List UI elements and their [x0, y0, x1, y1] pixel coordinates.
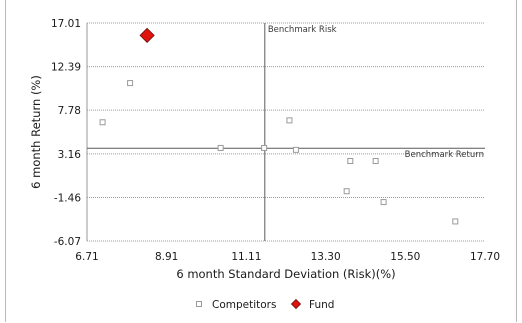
- x-tick-label: 17.70: [470, 251, 500, 263]
- x-axis-title: 6 month Standard Deviation (Risk)(%): [176, 267, 395, 281]
- x-tick-label: 11.11: [231, 251, 261, 263]
- competitor-point: [127, 80, 134, 87]
- legend-competitors-marker: [196, 301, 202, 307]
- competitor-point: [343, 188, 350, 195]
- y-tick-label: 3.16: [58, 149, 82, 161]
- benchmark-risk-label: Benchmark Risk: [268, 25, 337, 35]
- reference-lines: Benchmark Risk Benchmark Return: [87, 23, 485, 241]
- competitor-point: [99, 119, 106, 126]
- competitor-point: [286, 117, 293, 124]
- benchmark-return-label: Benchmark Return: [405, 150, 484, 160]
- x-tick-label: 15.50: [390, 251, 420, 263]
- y-tick-label: 17.01: [51, 18, 81, 30]
- y-axis-title: 6 month Return (%): [29, 75, 43, 189]
- competitor-point: [217, 144, 224, 151]
- y-tick-labels: 17.01 12.39 7.78 3.16 -1.46 -6.07: [51, 18, 81, 248]
- competitor-point: [292, 146, 299, 153]
- y-tick-label: 7.78: [58, 105, 81, 117]
- legend-label: Competitors: [212, 299, 276, 311]
- competitor-point: [347, 157, 354, 164]
- chart-frame: [5, 0, 517, 322]
- data-points: [99, 27, 459, 225]
- x-tick-labels: 6.71 8.91 11.11 13.30 15.50 17.70: [75, 251, 500, 263]
- competitor-point: [372, 157, 379, 164]
- y-tick-label: -1.46: [54, 192, 81, 204]
- x-tick-label: 13.30: [311, 251, 341, 263]
- fund-point: [139, 27, 155, 43]
- legend-fund-marker: [290, 298, 302, 310]
- y-tick-label: 12.39: [51, 62, 81, 74]
- competitor-point: [261, 144, 268, 151]
- x-tick-label: 6.71: [75, 251, 98, 263]
- y-tick-label: -6.07: [54, 236, 81, 248]
- legend-label: Fund: [309, 299, 334, 311]
- x-tick-label: 8.91: [155, 251, 178, 263]
- competitor-point: [452, 218, 459, 225]
- competitor-point: [380, 199, 387, 206]
- legend: Competitors Fund: [196, 298, 334, 311]
- grid-layer: [87, 22, 485, 242]
